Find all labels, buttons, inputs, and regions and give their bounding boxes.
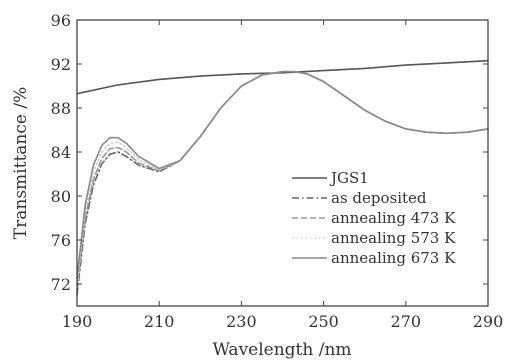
y-tick-label: 76 [51, 231, 71, 250]
x-tick-label: 190 [62, 312, 93, 331]
x-axis-title: Wavelength /nm [212, 340, 351, 360]
legend-label-annealing-673-k: annealing 673 K [331, 249, 456, 267]
x-tick-label: 210 [144, 312, 175, 331]
y-tick-label: 88 [51, 99, 71, 118]
legend-label-annealing-473-k: annealing 473 K [331, 209, 456, 227]
x-tick-label: 230 [226, 312, 257, 331]
y-tick-label: 80 [51, 187, 71, 206]
series-line-jgs1 [76, 59, 489, 95]
ticks-layer: 190 210 230 250 270 290 72 76 80 84 88 92 96 [51, 11, 504, 331]
x-tick-label: 270 [391, 312, 422, 331]
x-tick-label: 250 [308, 312, 339, 331]
legend-label-annealing-573-k: annealing 573 K [331, 229, 456, 247]
y-tick-label: 72 [51, 275, 71, 294]
legend: JGS1 as deposited annealing 473 K annealing… [292, 169, 456, 267]
y-axis-title: Transmittance /% [11, 87, 31, 239]
y-tick-label: 84 [51, 143, 71, 162]
y-tick-label: 92 [51, 55, 71, 74]
series-line-annealing-673-k [76, 70, 489, 280]
plot-frame [76, 19, 489, 307]
x-tick-label: 290 [473, 312, 504, 331]
y-tick-label: 96 [51, 11, 71, 30]
series-layer [76, 59, 489, 296]
legend-label-as-deposited: as deposited [331, 189, 427, 207]
legend-label-jgs1: JGS1 [329, 169, 369, 187]
